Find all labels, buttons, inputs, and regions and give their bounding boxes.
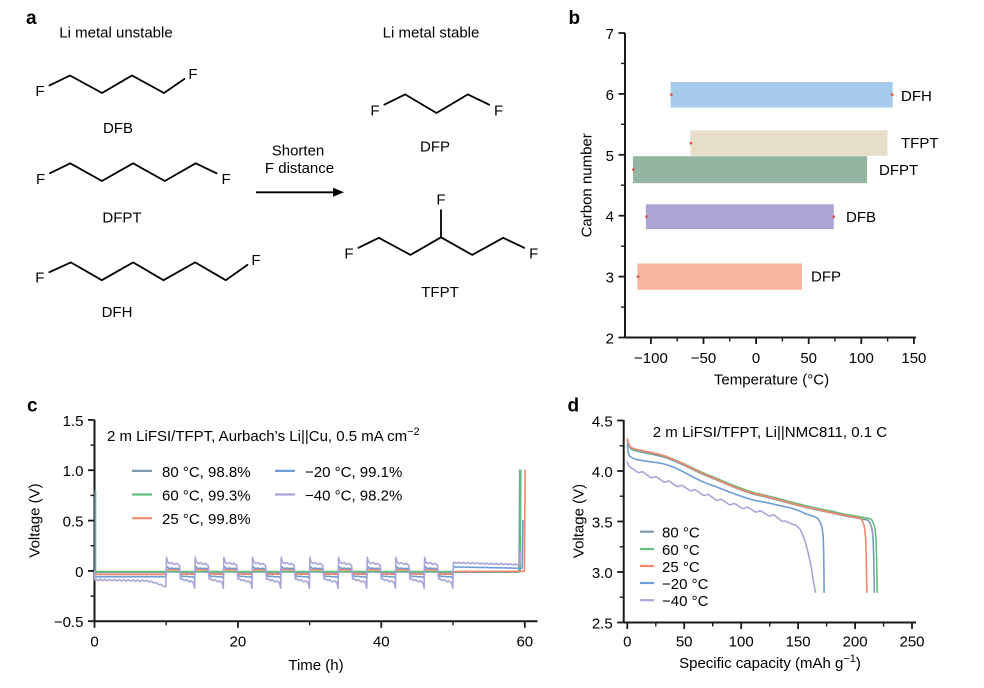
svg-text:4: 4	[606, 209, 614, 226]
svg-text:100: 100	[849, 350, 874, 367]
svg-text:d: d	[568, 396, 580, 417]
svg-text:1.5: 1.5	[63, 413, 84, 430]
svg-text:DFB: DFB	[103, 120, 133, 137]
svg-text:DFH: DFH	[901, 88, 932, 105]
svg-text:F: F	[370, 102, 379, 119]
svg-text:2: 2	[606, 331, 614, 348]
svg-text:50: 50	[800, 350, 817, 367]
svg-text:DFB: DFB	[846, 209, 876, 226]
svg-text:2 m LiFSI/TFPT, Li||NMC811, 0.: 2 m LiFSI/TFPT, Li||NMC811, 0.1 C	[653, 424, 887, 441]
svg-text:−40 °C, 98.2%: −40 °C, 98.2%	[305, 488, 402, 505]
svg-text:80 °C, 98.8%: 80 °C, 98.8%	[162, 464, 251, 481]
svg-text:−40 °C: −40 °C	[662, 593, 709, 610]
svg-text:0: 0	[75, 564, 83, 581]
svg-text:TFPT: TFPT	[901, 135, 939, 152]
svg-text:Temperature (°C): Temperature (°C)	[714, 372, 829, 389]
svg-text:60 °C, 99.3%: 60 °C, 99.3%	[162, 488, 251, 505]
svg-text:80 °C: 80 °C	[662, 525, 700, 542]
svg-text:2.5: 2.5	[592, 616, 613, 633]
svg-text:Specific capacity (mAh g−1): Specific capacity (mAh g−1)	[679, 653, 861, 672]
svg-text:F: F	[188, 66, 197, 83]
svg-text:3: 3	[606, 270, 614, 287]
svg-text:40: 40	[373, 634, 390, 651]
svg-text:3.5: 3.5	[592, 515, 613, 532]
svg-text:a: a	[26, 8, 37, 29]
svg-text:60 °C: 60 °C	[662, 542, 700, 559]
svg-text:4.5: 4.5	[592, 414, 613, 431]
svg-text:TFPT: TFPT	[421, 284, 459, 301]
svg-text:150: 150	[901, 350, 926, 367]
svg-text:F: F	[35, 83, 44, 100]
svg-text:b: b	[569, 8, 581, 29]
svg-text:4.0: 4.0	[592, 464, 613, 481]
svg-text:250: 250	[899, 634, 924, 651]
svg-text:7: 7	[606, 26, 614, 43]
svg-text:0: 0	[90, 634, 98, 651]
svg-text:25 °C: 25 °C	[662, 559, 700, 576]
svg-text:200: 200	[843, 634, 868, 651]
svg-text:100: 100	[729, 634, 754, 651]
svg-text:Voltage (V): Voltage (V)	[27, 483, 44, 557]
svg-text:c: c	[27, 396, 38, 417]
svg-text:F: F	[36, 171, 45, 188]
svg-text:DFPT: DFPT	[879, 162, 918, 179]
svg-text:−20 °C: −20 °C	[662, 576, 709, 593]
svg-text:1.0: 1.0	[63, 463, 84, 480]
svg-text:−50: −50	[691, 350, 716, 367]
svg-text:20: 20	[230, 634, 247, 651]
svg-text:0.5: 0.5	[63, 514, 84, 531]
svg-text:F distance: F distance	[265, 160, 334, 177]
svg-text:Shorten: Shorten	[272, 143, 325, 160]
svg-text:Li metal unstable: Li metal unstable	[59, 25, 172, 42]
svg-text:F: F	[251, 252, 260, 269]
svg-text:25 °C, 99.8%: 25 °C, 99.8%	[162, 511, 251, 528]
svg-text:F: F	[222, 171, 231, 188]
svg-text:6: 6	[606, 87, 614, 104]
svg-text:Carbon number: Carbon number	[579, 133, 596, 237]
svg-text:60: 60	[516, 634, 533, 651]
svg-text:−20 °C, 99.1%: −20 °C, 99.1%	[305, 464, 402, 481]
svg-text:0: 0	[623, 634, 631, 651]
svg-text:Time (h): Time (h)	[288, 657, 343, 674]
svg-text:3.0: 3.0	[592, 565, 613, 582]
svg-text:5: 5	[606, 148, 614, 165]
svg-text:−100: −100	[634, 350, 668, 367]
svg-text:150: 150	[786, 634, 811, 651]
svg-text:F: F	[529, 245, 538, 262]
svg-text:F: F	[436, 191, 445, 208]
svg-text:DFH: DFH	[102, 304, 133, 321]
svg-text:DFP: DFP	[420, 138, 450, 155]
svg-text:2 m LiFSI/TFPT, Aurbach’s Li||: 2 m LiFSI/TFPT, Aurbach’s Li||Cu, 0.5 mA…	[107, 426, 420, 445]
svg-text:F: F	[494, 102, 503, 119]
svg-text:DFP: DFP	[811, 268, 841, 285]
svg-text:DFPT: DFPT	[102, 210, 141, 227]
svg-text:Li metal stable: Li metal stable	[383, 25, 480, 42]
svg-text:−0.5: −0.5	[54, 614, 84, 631]
svg-text:0: 0	[752, 350, 760, 367]
svg-text:F: F	[344, 245, 353, 262]
svg-text:50: 50	[676, 634, 693, 651]
svg-text:F: F	[35, 270, 44, 287]
svg-text:Voltage (V): Voltage (V)	[571, 484, 588, 558]
